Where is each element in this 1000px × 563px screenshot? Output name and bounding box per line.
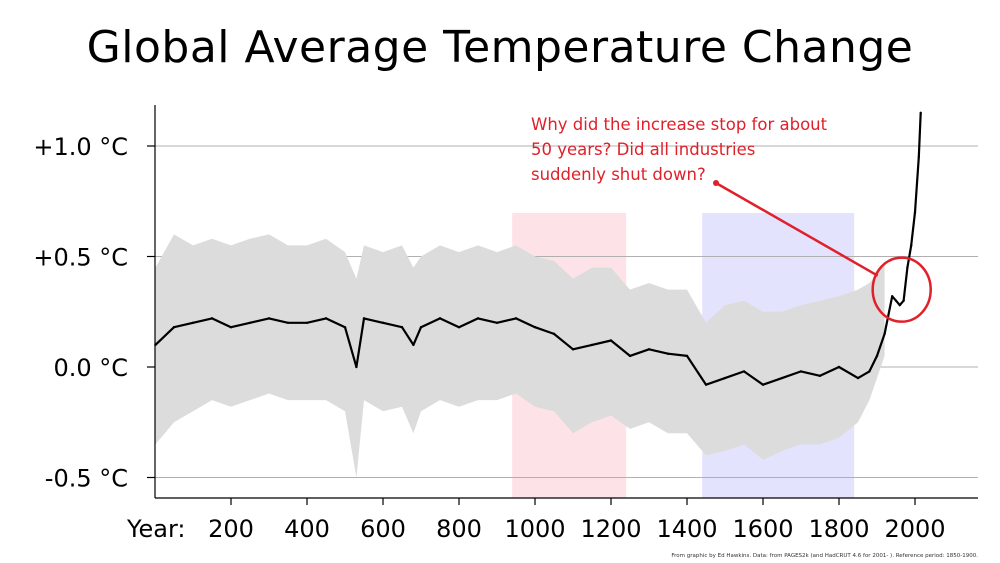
data-point [837,365,841,369]
data-point [571,348,575,351]
data-point [780,376,784,380]
data-point [910,244,913,247]
data-point [647,348,651,351]
credit-text: From graphic by Ed Hawkins. Data: from P… [671,553,978,559]
data-point [891,295,894,298]
temperature-series-line [154,112,922,386]
annotation-circle [871,256,932,323]
data-point [533,326,537,329]
chart-title: Global Average Temperature Change [86,22,914,73]
data-point [305,321,309,324]
data-point [495,321,499,324]
data-point [248,321,252,324]
data-point [799,370,803,373]
data-point [412,343,415,347]
data-point [210,317,214,320]
data-point [438,317,442,320]
data-point [919,111,922,115]
data-point [400,326,404,329]
annotation-arrow-line [715,181,879,277]
data-point [898,303,901,307]
annotation-arrow-start [713,180,719,186]
annotation-text-line: suddenly shut down? [531,165,706,184]
x-tick-label: 400 [284,515,330,543]
data-point [875,354,879,358]
data-point [172,326,176,329]
data-point [419,326,423,329]
data-point [685,354,689,358]
data-point [355,365,358,369]
data-point [362,317,366,320]
data-point [343,326,347,329]
y-tick-label: +1.0 °C [33,133,128,161]
data-point [590,343,594,347]
x-axis-label: Year: [126,515,185,543]
data-point [913,211,917,214]
x-tick-label: 1800 [808,515,869,543]
x-tick-label: 2000 [884,515,945,543]
data-point [742,370,746,373]
x-tick-label: 1600 [732,515,793,543]
data-point [856,376,860,380]
annotation-text-line: 50 years? Did all industries [531,140,755,159]
data-point [381,321,385,324]
y-tick-label: +0.5 °C [33,244,128,272]
data-point [267,317,271,320]
data-point [917,155,920,159]
data-point [286,321,290,324]
data-point [514,317,518,320]
data-point [628,354,632,358]
data-point [723,376,727,380]
x-tick-label: 1400 [656,515,717,543]
data-point [868,370,871,373]
x-tick-label: 1000 [504,515,565,543]
x-tick-label: 800 [436,515,482,543]
data-point [894,299,898,302]
data-point [761,383,765,386]
x-tick-label: 200 [208,515,254,543]
data-point [883,332,886,336]
data-point [324,317,328,320]
data-point [552,332,556,336]
data-point [609,339,613,342]
x-tick-label: 1200 [580,515,641,543]
data-point [902,299,905,302]
data-point [818,374,822,378]
data-point [229,326,233,329]
annotation-text-line: Why did the increase stop for about [531,115,828,134]
uncertainty-band [155,234,885,478]
y-tick-label: 0.0 °C [53,354,128,382]
data-point [906,266,909,269]
data-point [704,383,708,386]
x-tick-label: 600 [360,515,406,543]
data-point [457,326,461,329]
data-point [666,352,670,355]
data-point [191,321,195,324]
y-tick-label: -0.5 °C [45,465,128,493]
data-point [476,317,480,320]
